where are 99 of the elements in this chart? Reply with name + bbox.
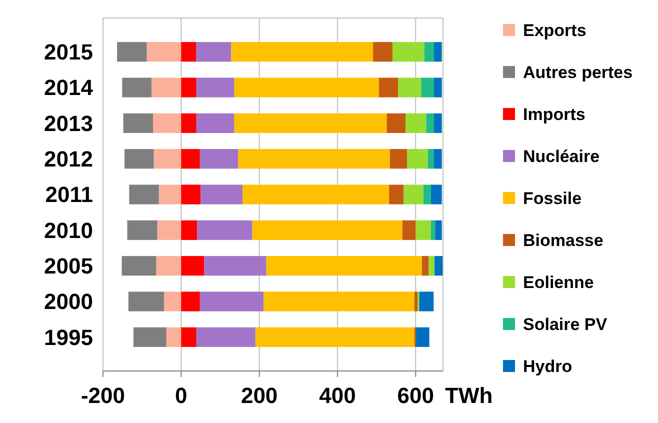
bar bbox=[373, 42, 393, 62]
bar bbox=[416, 327, 430, 347]
bar bbox=[146, 42, 182, 62]
legend-label: Imports bbox=[523, 104, 586, 124]
bar bbox=[181, 184, 201, 204]
bar bbox=[151, 78, 182, 98]
bar bbox=[435, 220, 442, 240]
bar bbox=[266, 256, 422, 276]
bar bbox=[196, 78, 234, 98]
bar bbox=[242, 184, 390, 204]
bar bbox=[434, 42, 442, 62]
y-tick-label: 1995 bbox=[44, 324, 93, 350]
bar bbox=[181, 292, 200, 312]
bar bbox=[407, 149, 428, 169]
y-tick-label: 2014 bbox=[44, 75, 94, 100]
bar bbox=[129, 184, 159, 204]
bar bbox=[416, 220, 431, 240]
bar bbox=[430, 184, 442, 204]
bar bbox=[402, 220, 416, 240]
legend-label: Autres pertes bbox=[523, 62, 633, 82]
bar bbox=[200, 149, 238, 169]
y-tick-label: 2012 bbox=[44, 146, 93, 172]
y-tick-label: 2000 bbox=[44, 289, 93, 314]
bar bbox=[231, 42, 374, 62]
x-tick-label: 200 bbox=[240, 383, 278, 408]
bar bbox=[434, 113, 442, 133]
bar bbox=[234, 113, 387, 133]
bar bbox=[405, 113, 426, 133]
bar bbox=[196, 42, 232, 62]
x-tick-label: -200 bbox=[80, 383, 126, 408]
legend-label: Hydro bbox=[523, 356, 572, 376]
bar bbox=[181, 256, 204, 276]
bar bbox=[414, 292, 418, 312]
bar bbox=[181, 149, 200, 169]
y-tick-label: 2013 bbox=[44, 110, 93, 136]
bar bbox=[434, 256, 443, 276]
bar bbox=[238, 149, 390, 169]
bar bbox=[181, 220, 198, 240]
legend-label: Biomasse bbox=[523, 230, 604, 250]
bar bbox=[423, 184, 431, 204]
legend-label: Fossile bbox=[523, 188, 582, 208]
bar bbox=[127, 220, 158, 240]
bar bbox=[196, 327, 256, 347]
bar bbox=[156, 256, 182, 276]
bar bbox=[196, 113, 234, 133]
bar bbox=[204, 256, 266, 276]
bar bbox=[424, 42, 434, 62]
bar bbox=[398, 78, 422, 98]
legend-label: Nucléaire bbox=[523, 146, 600, 166]
bar bbox=[264, 292, 414, 312]
bar bbox=[386, 113, 406, 133]
legend-label: Eolienne bbox=[523, 272, 594, 292]
bar bbox=[390, 149, 408, 169]
x-tick-label: 0 bbox=[175, 383, 188, 408]
bar bbox=[428, 256, 434, 276]
bar bbox=[154, 149, 182, 169]
bar bbox=[153, 113, 182, 133]
bar bbox=[117, 42, 147, 62]
bar bbox=[123, 113, 154, 133]
bar bbox=[128, 292, 164, 312]
bar bbox=[419, 292, 434, 312]
x-axis-title: TWh bbox=[445, 383, 493, 408]
bar bbox=[124, 149, 154, 169]
bar bbox=[181, 327, 196, 347]
bar bbox=[200, 292, 264, 312]
bar bbox=[133, 327, 166, 347]
bar bbox=[181, 42, 196, 62]
y-tick-label: 2015 bbox=[44, 40, 93, 65]
legend-label: Solaire PV bbox=[523, 314, 608, 334]
bar bbox=[166, 327, 182, 347]
bar bbox=[430, 220, 436, 240]
bar bbox=[122, 256, 156, 276]
bar bbox=[181, 113, 196, 133]
bar bbox=[122, 78, 152, 98]
bar bbox=[434, 149, 442, 169]
x-tick-label: 400 bbox=[319, 383, 356, 408]
bar bbox=[157, 220, 182, 240]
bar bbox=[422, 256, 429, 276]
bar bbox=[158, 184, 182, 204]
bar bbox=[378, 78, 398, 98]
bar bbox=[426, 113, 434, 133]
bar bbox=[234, 78, 379, 98]
y-tick-label: 2011 bbox=[45, 182, 93, 208]
bar bbox=[389, 184, 404, 204]
y-tick-label: 2010 bbox=[44, 218, 93, 243]
bar bbox=[164, 292, 182, 312]
bar bbox=[197, 220, 252, 240]
y-tick-label: 2005 bbox=[44, 254, 93, 279]
bar bbox=[255, 327, 414, 347]
bar bbox=[434, 78, 442, 98]
bar bbox=[392, 42, 424, 62]
bar bbox=[200, 184, 243, 204]
x-tick-label: 600 bbox=[397, 383, 434, 408]
legend-label: Exports bbox=[523, 20, 586, 40]
bar bbox=[404, 184, 424, 204]
bar bbox=[428, 149, 434, 169]
bar bbox=[181, 78, 196, 98]
bar bbox=[252, 220, 402, 240]
bar bbox=[421, 78, 434, 98]
